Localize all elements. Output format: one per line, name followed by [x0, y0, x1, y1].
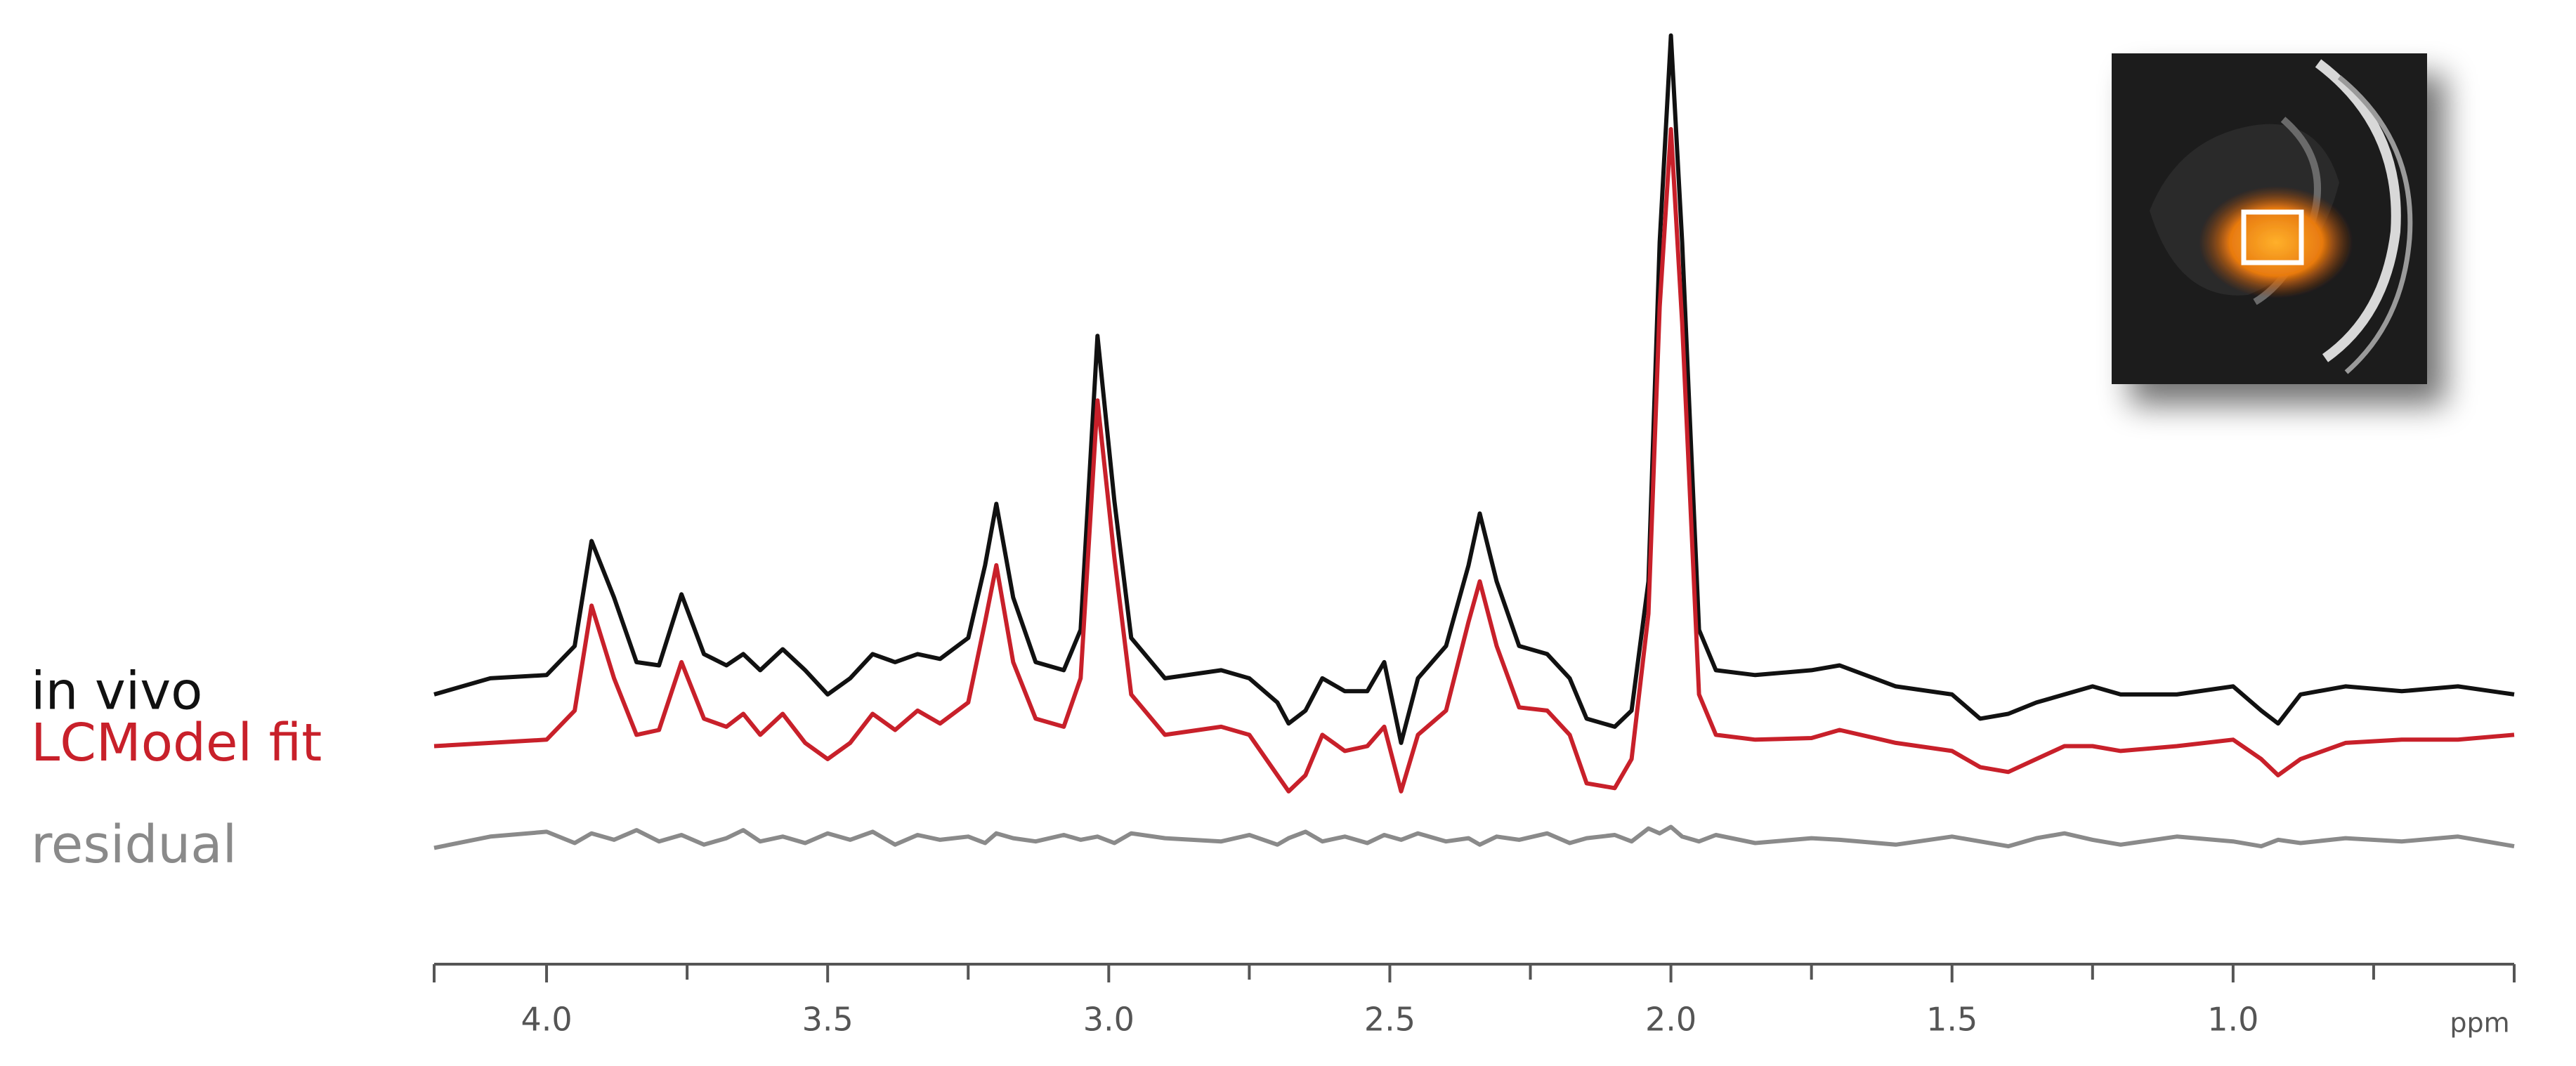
x-tick-label: 4.0: [521, 1001, 572, 1039]
spectrum-line: [433, 33, 2515, 745]
legend-label: residual: [31, 815, 237, 875]
x-tick-label: 3.0: [1083, 1001, 1135, 1039]
spectrum-line: [433, 126, 2515, 794]
legend-label: LCModel fit: [31, 713, 322, 773]
inset-scalp: [2337, 75, 2413, 374]
spectrum-line: [433, 824, 2515, 850]
inset-skull: [2315, 59, 2401, 362]
x-tick-label: 1.0: [2207, 1001, 2258, 1039]
mri-inset: [2112, 53, 2427, 384]
legend-label: in vivo: [31, 661, 202, 721]
x-tick-label: 3.5: [802, 1001, 854, 1039]
x-tick-label: 2.5: [1364, 1001, 1416, 1039]
inset-activation: [2199, 186, 2353, 298]
x-axis-label: ppm: [2450, 1008, 2509, 1039]
inset-voxel: [2241, 209, 2304, 265]
x-tick-label: 2.0: [1645, 1001, 1696, 1039]
x-tick-label: 1.5: [1926, 1001, 1977, 1039]
